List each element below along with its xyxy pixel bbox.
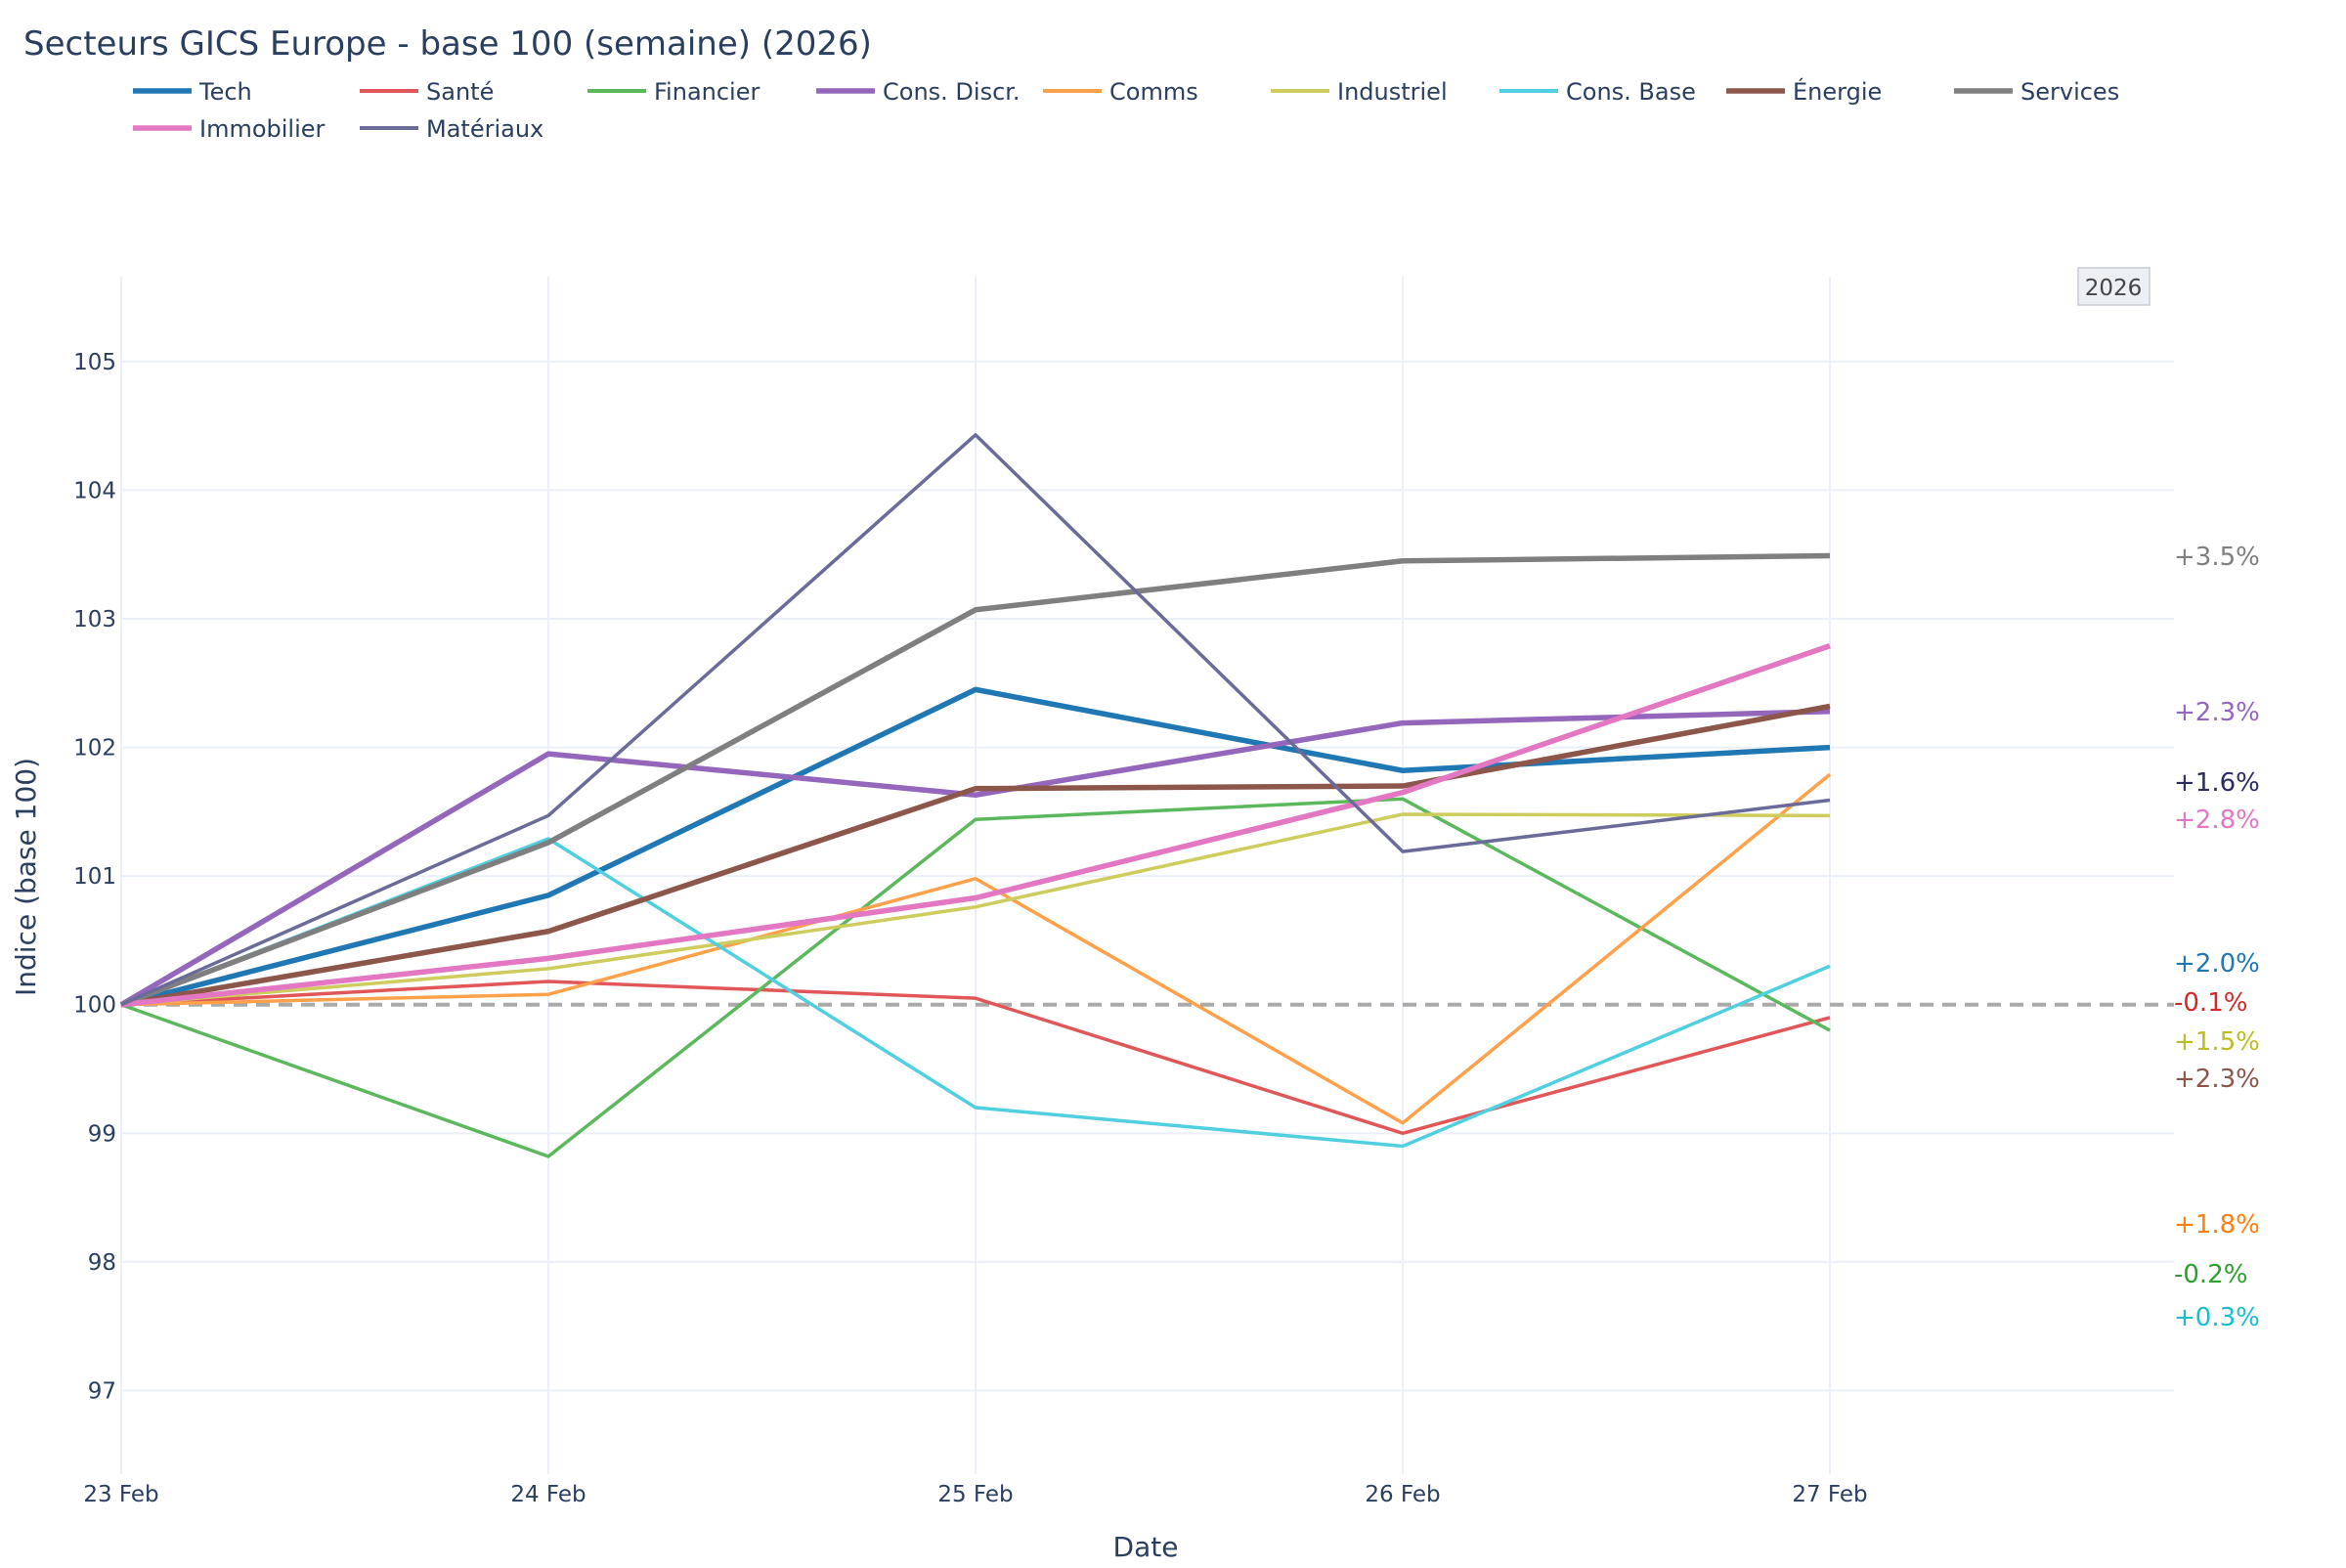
- legend-label: Immobilier: [199, 115, 326, 143]
- legend-label: Cons. Discr.: [883, 78, 1021, 106]
- legend-item[interactable]: Tech: [133, 78, 252, 106]
- legend-item[interactable]: Cons. Discr.: [816, 78, 1021, 106]
- legend-label: Services: [2020, 78, 2119, 106]
- end-change-annotation: +0.3%: [2174, 1303, 2260, 1332]
- end-change-annotation: +1.8%: [2174, 1210, 2260, 1240]
- end-change-annotation: +2.8%: [2174, 806, 2260, 835]
- legend-label: Comms: [1109, 78, 1198, 106]
- y-tick-label: 100: [73, 993, 116, 1019]
- series-line-industriel: [120, 812, 1831, 1007]
- x-axis-title: Date: [1113, 1531, 1179, 1563]
- y-tick-labels: 97 98 99 100 101 102 103 104 105: [73, 350, 116, 1405]
- legend-label: Cons. Base: [1566, 78, 1696, 106]
- x-tick-label: 24 Feb: [510, 1482, 586, 1507]
- y-tick-label: 105: [73, 350, 116, 375]
- series-line-tech: [120, 686, 1831, 1008]
- y-tick-label: 102: [73, 736, 116, 762]
- end-change-annotation: +1.6%: [2174, 768, 2260, 798]
- y-tick-label: 103: [73, 607, 116, 632]
- end-change-annotation: +2.3%: [2174, 1065, 2260, 1094]
- legend-label: Tech: [198, 78, 252, 106]
- series-line-cons-discr-: [119, 708, 1831, 1008]
- series-lines: [119, 433, 1832, 1158]
- end-change-annotation: +2.0%: [2174, 949, 2260, 979]
- year-badge-text: 2026: [2085, 276, 2143, 301]
- legend-label: Industriel: [1337, 78, 1448, 106]
- legend: Tech Santé Financier Cons. Discr. Comms Indus…: [133, 77, 2119, 143]
- y-axis-title: Indice (base 100): [10, 758, 42, 996]
- series-line-matériaux: [120, 433, 1831, 1007]
- legend-item[interactable]: Services: [1954, 78, 2119, 106]
- annotations: +3.5% +2.3% +1.6% +2.8% +2.0% -0.1% +1.5% +2.3%…: [2174, 543, 2260, 1332]
- legend-item[interactable]: Santé: [360, 78, 494, 106]
- series-line-énergie: [120, 703, 1831, 1008]
- legend-item[interactable]: Financier: [587, 78, 760, 106]
- year-badge-box: [2077, 267, 2150, 306]
- end-change-annotation: +3.5%: [2174, 543, 2260, 572]
- series-line-financier: [120, 797, 1831, 1158]
- x-tick-labels: 23 Feb 24 Feb 25 Feb 26 Feb 27 Feb: [83, 1482, 1867, 1507]
- x-tick-label: 27 Feb: [1792, 1482, 1867, 1507]
- x-tick-label: 23 Feb: [83, 1482, 158, 1507]
- legend-item[interactable]: Cons. Base: [1499, 78, 1696, 106]
- series-line-services: [120, 552, 1831, 1008]
- y-tick-label: 104: [73, 478, 116, 503]
- legend-item[interactable]: Industriel: [1271, 78, 1448, 106]
- x-tick-label: 26 Feb: [1365, 1482, 1440, 1507]
- chart-title: Secteurs GICS Europe - base 100 (semaine…: [23, 24, 872, 64]
- y-tick-label: 98: [88, 1250, 116, 1276]
- legend-item[interactable]: Comms: [1043, 78, 1198, 106]
- series-line-santé: [120, 980, 1831, 1136]
- end-change-annotation: -0.2%: [2174, 1260, 2247, 1289]
- legend-label: Financier: [654, 78, 760, 106]
- end-change-annotation: -0.1%: [2174, 988, 2247, 1018]
- y-tick-label: 97: [88, 1378, 116, 1404]
- legend-item[interactable]: Énergie: [1726, 77, 1882, 106]
- year-badge: 2026: [2077, 267, 2150, 306]
- x-tick-label: 25 Feb: [937, 1482, 1013, 1507]
- legend-label: Santé: [426, 78, 494, 106]
- legend-label: Énergie: [1793, 77, 1882, 106]
- end-change-annotation: +2.3%: [2174, 698, 2260, 727]
- series-line-comms: [120, 772, 1832, 1125]
- legend-item[interactable]: Immobilier: [133, 115, 326, 143]
- end-change-annotation: +1.5%: [2174, 1027, 2260, 1057]
- y-tick-label: 101: [73, 864, 116, 890]
- series-line-immobilier: [120, 643, 1831, 1008]
- legend-label: Matériaux: [426, 115, 543, 143]
- legend-item[interactable]: Matériaux: [360, 115, 543, 143]
- y-tick-label: 99: [88, 1121, 116, 1147]
